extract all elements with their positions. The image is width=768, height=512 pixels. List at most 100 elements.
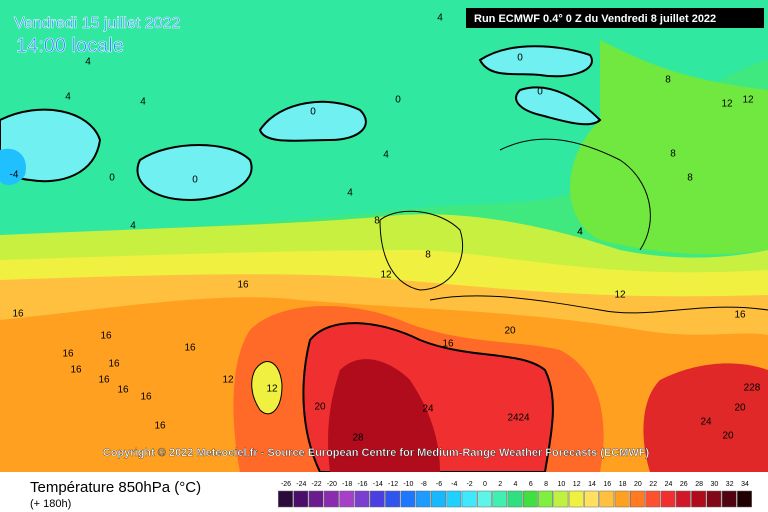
contour-label: 16 bbox=[98, 375, 110, 386]
contour-label: 24 bbox=[518, 413, 530, 424]
contour-label: 28 bbox=[352, 433, 364, 444]
scale-label: 20 bbox=[634, 481, 642, 488]
coastline bbox=[429, 295, 768, 314]
contour-label: 16 bbox=[62, 349, 74, 360]
run-info: Run ECMWF 0.4° 0 Z du Vendredi 8 juillet… bbox=[474, 13, 716, 25]
scale-label: -12 bbox=[388, 481, 398, 488]
scale-swatch bbox=[645, 490, 661, 508]
scale-swatch bbox=[308, 490, 324, 508]
scale-label: 6 bbox=[529, 481, 533, 488]
coastline bbox=[499, 138, 651, 251]
scale-swatch bbox=[446, 490, 462, 508]
color-scale: -26 -24 -22 -20 -18 -16 -14 -12 -10 -8 -6 -4 -2 0 2 4 6 8… bbox=[278, 481, 752, 508]
scale-label: -10 bbox=[403, 481, 413, 488]
contour-label: 20 bbox=[722, 431, 734, 442]
contour-label: -4 bbox=[10, 170, 19, 181]
scale-label: -18 bbox=[342, 481, 352, 488]
scale-label: 26 bbox=[680, 481, 688, 488]
cold-pocket bbox=[136, 144, 253, 202]
contour-label: 12 bbox=[742, 95, 754, 106]
contour-label: 24 bbox=[700, 417, 712, 428]
scale-label: 14 bbox=[588, 481, 596, 488]
scale-label: 28 bbox=[695, 481, 703, 488]
contour-label: 16 bbox=[100, 331, 112, 342]
parameter: Température 850hPa (°C) bbox=[30, 479, 201, 496]
scale-swatch bbox=[553, 490, 569, 508]
scale-label: 18 bbox=[619, 481, 627, 488]
scale-label: -4 bbox=[451, 481, 457, 488]
scale-label: 22 bbox=[649, 481, 657, 488]
scale-swatch bbox=[492, 490, 508, 508]
scale-swatch bbox=[538, 490, 554, 508]
cold-pocket bbox=[515, 86, 602, 126]
contour-label: 12 bbox=[721, 99, 733, 110]
scale-label: 4 bbox=[514, 481, 518, 488]
scale-swatch bbox=[675, 490, 691, 508]
scale-swatch bbox=[721, 490, 737, 508]
scale-swatch bbox=[568, 490, 584, 508]
scale-label: -20 bbox=[327, 481, 337, 488]
scale-swatch bbox=[507, 490, 523, 508]
scale-swatch bbox=[354, 490, 370, 508]
scale-swatch bbox=[400, 490, 416, 508]
cold-core bbox=[0, 148, 26, 185]
map-title: Vendredi 15 juillet 2022 bbox=[14, 15, 180, 32]
contour-label: 16 bbox=[734, 310, 746, 321]
contour-label: 16 bbox=[237, 280, 249, 291]
contour-label: 8 bbox=[687, 173, 693, 184]
scale-swatch bbox=[415, 490, 431, 508]
scale-label: 30 bbox=[711, 481, 719, 488]
contour-label: 8 bbox=[670, 149, 676, 160]
scale-label: -6 bbox=[436, 481, 442, 488]
scale-swatch bbox=[691, 490, 707, 508]
scale-label: 34 bbox=[741, 481, 749, 488]
contour-label: 12 bbox=[614, 290, 626, 301]
band-28 bbox=[328, 359, 440, 472]
contour-label: 8 bbox=[665, 75, 671, 86]
scale-swatch bbox=[706, 490, 722, 508]
scale-swatch bbox=[293, 490, 309, 508]
contour-label: 16 bbox=[154, 421, 166, 432]
scale-swatch bbox=[737, 490, 752, 508]
contour-label: 16 bbox=[140, 392, 152, 403]
contour-label: 0 bbox=[310, 107, 316, 118]
contour-label: 12 bbox=[222, 375, 234, 386]
contour-label: 16 bbox=[108, 359, 120, 370]
scale-swatch bbox=[278, 490, 293, 508]
scale-swatch bbox=[660, 490, 676, 508]
cold-pocket bbox=[478, 45, 593, 78]
scale-label: -2 bbox=[466, 481, 472, 488]
scale-label: 2 bbox=[498, 481, 502, 488]
contour-label: 4 bbox=[130, 221, 136, 232]
contour-label: 16 bbox=[184, 343, 196, 354]
scale-swatch bbox=[599, 490, 615, 508]
contour-label: 12 bbox=[380, 270, 392, 281]
scale-label: -14 bbox=[373, 481, 383, 488]
scale-swatch bbox=[522, 490, 538, 508]
contour-label: 16 bbox=[117, 385, 129, 396]
contour-label: 4 bbox=[577, 227, 583, 238]
scale-label: -24 bbox=[296, 481, 306, 488]
contour-label: 16 bbox=[442, 339, 454, 350]
scale-label: -22 bbox=[312, 481, 322, 488]
scale-swatch bbox=[431, 490, 446, 508]
contour-label: 20 bbox=[734, 403, 746, 414]
scale-swatch bbox=[614, 490, 630, 508]
copyright: Copyright © 2022 Meteociel.fr - Source E… bbox=[103, 447, 650, 459]
coastline bbox=[379, 210, 464, 291]
contour-label: 0 bbox=[109, 173, 115, 184]
contour-label: 4 bbox=[347, 188, 353, 199]
scale-swatch bbox=[369, 490, 385, 508]
contour-label: 16 bbox=[12, 309, 24, 320]
scale-label: 16 bbox=[603, 481, 611, 488]
scale-label: 32 bbox=[726, 481, 734, 488]
contour-label: 4 bbox=[65, 92, 71, 103]
scale-label: 12 bbox=[573, 481, 581, 488]
lead-time: (+ 180h) bbox=[30, 498, 71, 510]
scale-label: 24 bbox=[665, 481, 673, 488]
contour-label: 8 bbox=[374, 216, 380, 227]
contour-label: 0 bbox=[192, 175, 198, 186]
scale-swatch bbox=[461, 490, 477, 508]
contour-label: 4 bbox=[383, 150, 389, 161]
